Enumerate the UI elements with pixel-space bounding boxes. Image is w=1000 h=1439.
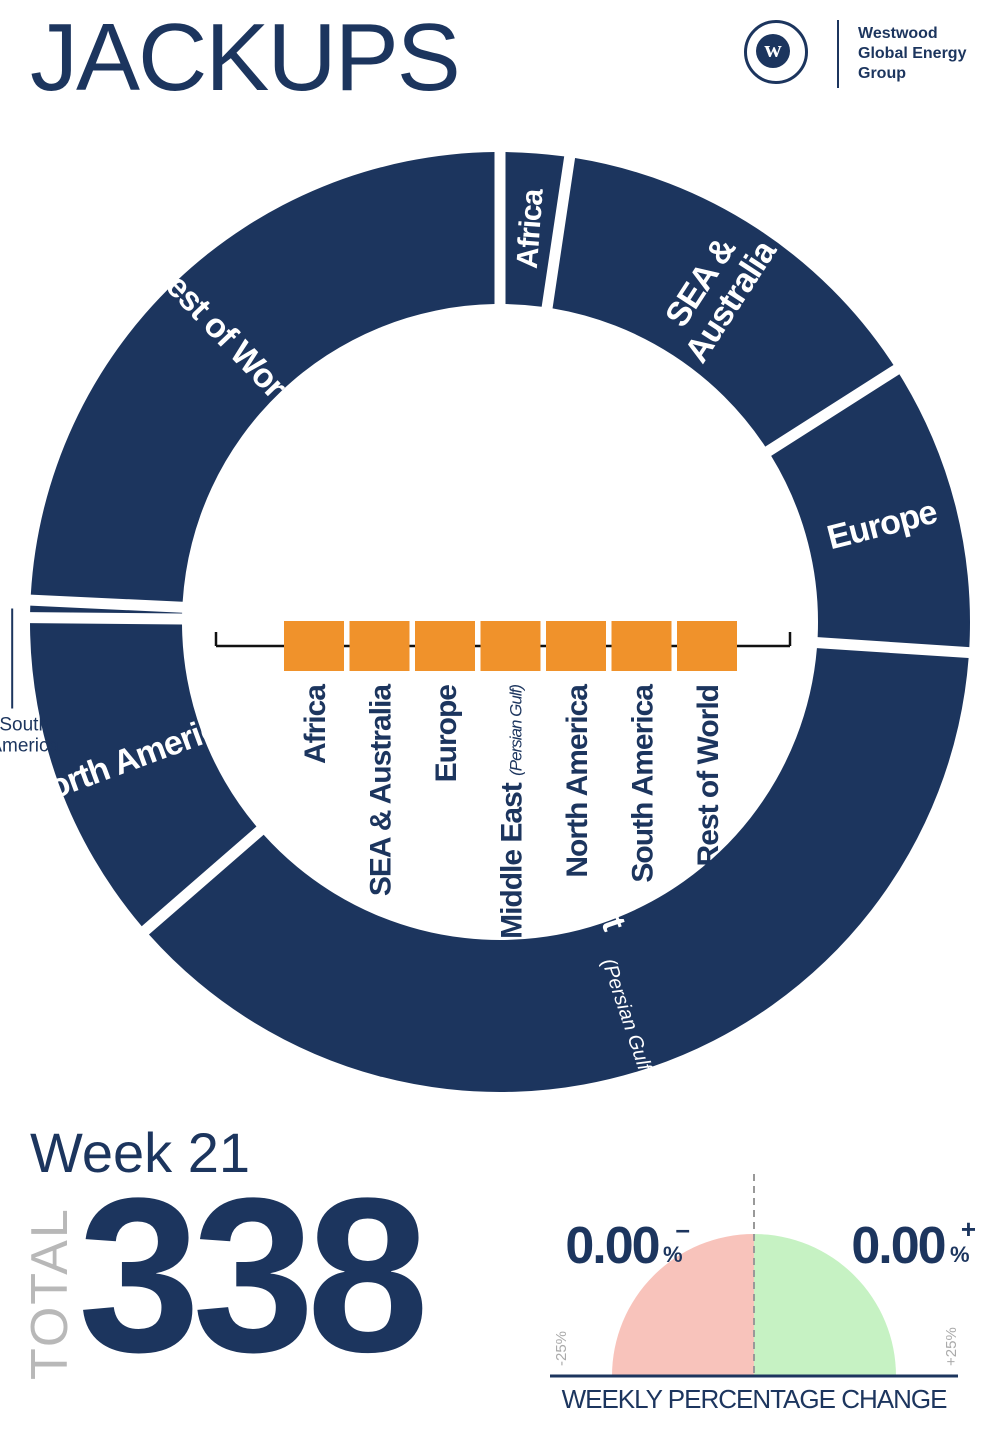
donut-slice: [148, 648, 969, 1092]
slice-label-south-america: South: [0, 715, 49, 736]
legend-label-group: SEA & Australia: [365, 684, 398, 896]
slice-label-south-america: America: [0, 736, 59, 757]
donut-slice: [505, 152, 565, 307]
legend-label-group: Europe: [430, 685, 463, 783]
logo-w-icon: w: [756, 34, 790, 68]
legend-swatch: [480, 621, 541, 671]
donut-slice: [30, 152, 495, 602]
negative-sign: –: [676, 1214, 690, 1244]
legend-label-europe: Europe: [430, 685, 463, 783]
logo-line: Group: [858, 65, 906, 82]
negative-change-half: [612, 1234, 754, 1376]
logo-divider: [837, 20, 839, 88]
legend-label-north-america: North America: [561, 684, 594, 878]
legend-label-group: South America: [627, 684, 660, 883]
logo-line: Westwood: [858, 25, 938, 42]
donut-slice: [552, 158, 894, 447]
donut-slice: [771, 374, 970, 648]
total-value: 338: [78, 1152, 429, 1398]
donut-slice: [30, 623, 257, 927]
page-title: JACKUPS: [30, 4, 461, 111]
legend-swatch: [415, 621, 475, 671]
weekly-change-gauge: 0.00 –% 0.00 +%-25% +25%WEEKLY PERCENTAGE CH…: [550, 1174, 976, 1414]
legend-label-middle-east: Middle East (Persian Gulf): [496, 685, 529, 939]
slice-label-group: Africa: [511, 187, 550, 270]
logo-line: Global Energy: [858, 45, 967, 62]
positive-change-unit: %: [950, 1242, 970, 1267]
positive-sign: +: [961, 1214, 976, 1244]
legend-label-group: Africa: [299, 684, 332, 764]
legend-label-sea-australia: SEA & Australia: [365, 684, 398, 896]
legend-swatch: [284, 621, 344, 671]
gauge-caption: WEEKLY PERCENTAGE CHANGE: [562, 1384, 948, 1414]
legend-label-group: Rest of World: [692, 685, 725, 866]
slice-label-africa: Africa: [511, 187, 550, 270]
gauge-min-group: -25%: [553, 1331, 570, 1366]
positive-change-half: [754, 1234, 896, 1376]
legend-label-group: North America: [561, 684, 594, 878]
logo-circle-icon: [744, 20, 808, 84]
legend-swatch: [677, 621, 737, 671]
westwood-logo: w Westwood Global Energy Group: [744, 20, 984, 90]
gauge-max-group: +25%: [943, 1327, 960, 1366]
week-label: Week 21: [30, 1121, 250, 1184]
total-label: TOTAL: [21, 1207, 79, 1380]
legend-label-group: Middle East (Persian Gulf): [496, 685, 529, 939]
legend-label-south-america: South America: [627, 684, 660, 883]
gauge-max-label: +25%: [943, 1327, 960, 1366]
logo-text: Westwood Global Energy Group: [858, 24, 966, 84]
positive-change-value: 0.00: [851, 1217, 944, 1275]
gauge-min-label: -25%: [553, 1331, 570, 1366]
negative-change-unit: %: [663, 1242, 683, 1267]
legend-swatch: [546, 621, 606, 671]
negative-change-value: 0.00: [565, 1217, 658, 1275]
legend-swatch: [611, 621, 672, 671]
legend-label-rest-of-world: Rest of World: [692, 685, 725, 866]
legend-swatch: [349, 621, 410, 671]
donut-slice: [30, 605, 183, 614]
legend-label-africa: Africa: [299, 684, 332, 764]
